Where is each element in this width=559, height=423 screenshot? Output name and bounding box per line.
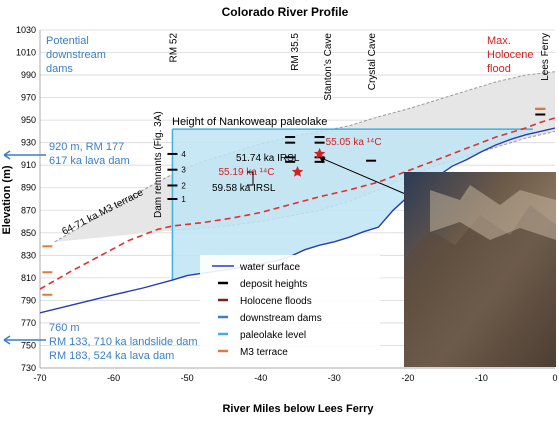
y-tick-label: 910 bbox=[21, 160, 36, 170]
legend-label: M3 terrace bbox=[240, 347, 288, 358]
annotation-dam-760-2: RM 133, 710 ka landslide dam bbox=[49, 336, 198, 348]
x-tick-label: -70 bbox=[33, 373, 46, 383]
vertical-site-label: Stanton’s Cave bbox=[323, 33, 334, 101]
x-tick-label: -60 bbox=[107, 373, 120, 383]
date-star-label: 55.05 ka ¹⁴C bbox=[326, 137, 382, 148]
annotation-max-holocene-3: flood bbox=[487, 63, 511, 75]
x-axis-label: River Miles below Lees Ferry bbox=[222, 403, 374, 415]
vertical-site-label: RM 35.5 bbox=[290, 33, 301, 71]
y-tick-label: 790 bbox=[21, 295, 36, 305]
annotation-dam-760-3: RM 183, 524 ka lava dam bbox=[49, 350, 174, 362]
legend-label: deposit heights bbox=[240, 279, 307, 290]
canyon-photo-ridge bbox=[404, 205, 556, 367]
annotation-dam-remnants: Dam remnants (Fig. 3A) bbox=[153, 111, 164, 218]
y-tick-label: 890 bbox=[21, 183, 36, 193]
arrow-dam-920 bbox=[3, 150, 46, 160]
y-tick-label: 750 bbox=[21, 340, 36, 350]
annotation-irsl-lower: 59.58 ka IRSL bbox=[212, 183, 276, 194]
y-tick-label: 870 bbox=[21, 205, 36, 215]
annotation-dam-760-1: 760 m bbox=[49, 322, 80, 334]
y-tick-label: 850 bbox=[21, 228, 36, 238]
date-star-label: 55.19 ka ¹⁴C bbox=[219, 167, 275, 178]
y-axis-ticks: 730 750 770 790 810 830 850 870 890 910 930 950 970 9… bbox=[16, 25, 36, 373]
legend-label: downstream dams bbox=[240, 313, 322, 324]
legend-box bbox=[200, 255, 380, 365]
x-tick-label: -40 bbox=[254, 373, 267, 383]
x-tick-label: -30 bbox=[328, 373, 341, 383]
legend: water surface deposit heights Holocene flo… bbox=[212, 262, 322, 358]
series-water-surface bbox=[40, 127, 555, 314]
y-tick-label: 990 bbox=[21, 70, 36, 80]
deposit-height-label: 1 bbox=[181, 195, 186, 204]
y-tick-label: 730 bbox=[21, 363, 36, 373]
deposit-height-label: 4 bbox=[181, 150, 186, 159]
annotation-dam-920-1: 920 m, RM 177 bbox=[49, 141, 124, 153]
legend-label: water surface bbox=[239, 262, 300, 273]
paleolake-fill bbox=[172, 129, 533, 281]
x-tick-label: -10 bbox=[475, 373, 488, 383]
irsl-bracket bbox=[247, 171, 254, 186]
x-axis-ticks: -70 -60 -50 -40 -30 -20 -10 0 bbox=[33, 373, 557, 383]
y-tick-label: 830 bbox=[21, 250, 36, 260]
canyon-photo-ridge-light bbox=[430, 185, 556, 240]
annotation-irsl-upper: 51.74 ka IRSL bbox=[236, 153, 300, 164]
annotation-potential-dams-2: downstream bbox=[46, 49, 106, 61]
vertical-site-label: Crystal Cave bbox=[367, 33, 378, 91]
deposit-height-label: 2 bbox=[181, 181, 186, 190]
annotation-dam-920-2: 617 ka lava dam bbox=[49, 155, 130, 167]
x-tick-label: -50 bbox=[181, 373, 194, 383]
photo-pointer-arrowhead bbox=[319, 157, 326, 164]
vertical-site-label: RM 52 bbox=[168, 33, 179, 63]
legend-label: Holocene floods bbox=[240, 296, 312, 307]
date-star bbox=[291, 166, 304, 177]
legend-label: paleolake level bbox=[240, 330, 306, 341]
arrow-dam-760 bbox=[3, 335, 46, 345]
deposit-height-label: 3 bbox=[181, 166, 186, 175]
y-tick-label: 950 bbox=[21, 115, 36, 125]
deposit-envelope-upper-line bbox=[54, 71, 555, 243]
vertical-site-labels: RM 52 RM 35.5 Stanton’s Cave Crystal Cave Le… bbox=[168, 33, 551, 101]
annotation-potential-dams-3: dams bbox=[46, 63, 73, 75]
y-tick-label: 930 bbox=[21, 138, 36, 148]
date-star bbox=[313, 147, 326, 159]
vertical-site-label: Lees Ferry bbox=[540, 33, 551, 81]
x-tick-label: 0 bbox=[552, 373, 557, 383]
series-holocene-max-flood bbox=[40, 117, 555, 290]
chart-title: Colorado River Profile bbox=[222, 5, 349, 19]
photo-pointer-line bbox=[319, 156, 411, 197]
x-tick-label: -20 bbox=[401, 373, 414, 383]
y-tick-label: 1030 bbox=[16, 25, 36, 35]
m3-terrace-marks bbox=[42, 107, 546, 296]
date-stars: 55.19 ka ¹⁴C 55.05 ka ¹⁴C bbox=[219, 137, 411, 197]
y-axis-label: Elevation (m) bbox=[1, 165, 13, 234]
y-tick-label: 810 bbox=[21, 273, 36, 283]
annotation-potential-dams-1: Potential bbox=[46, 35, 89, 47]
annotation-nankoweap: Height of Nankoweap paleolake bbox=[172, 116, 327, 128]
y-tick-label: 1010 bbox=[16, 48, 36, 58]
annotation-max-holocene-2: Holocene bbox=[487, 49, 533, 61]
y-tick-label: 970 bbox=[21, 93, 36, 103]
y-tick-label: 770 bbox=[21, 318, 36, 328]
annotation-max-holocene-1: Max. bbox=[487, 35, 511, 47]
